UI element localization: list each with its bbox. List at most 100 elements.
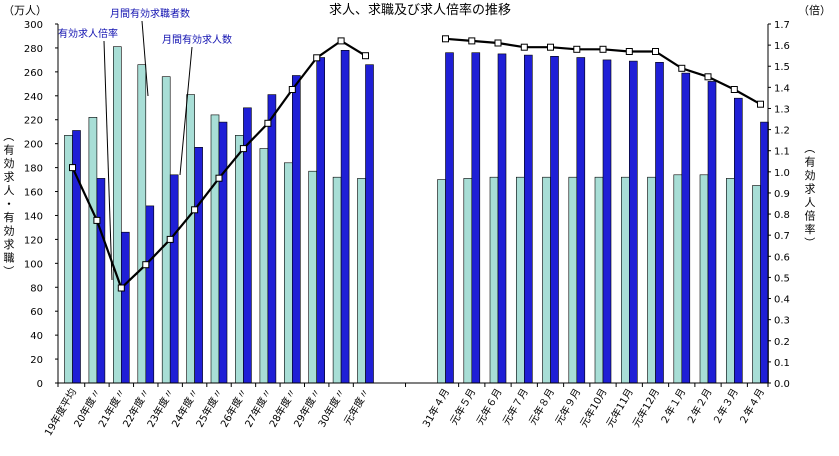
y-tick-label: 20: [30, 355, 43, 366]
ratio-point-15: [494, 39, 502, 47]
job-seekers-bar-15: [489, 176, 499, 384]
x-tick-label: ２年３月: [710, 386, 741, 427]
y-tick-label: 100: [24, 259, 43, 270]
y2-tick-label: 1.6: [774, 41, 790, 52]
job-seekers-bar-16: [515, 176, 525, 384]
job-openings-bar-15: [497, 53, 507, 384]
job-openings-bar-11: [340, 49, 350, 384]
x-tick-label: ２年４月: [736, 386, 767, 427]
y2-tick-label: 0.7: [774, 231, 790, 242]
y-tick-label: 160: [24, 188, 43, 199]
job-seekers-bar-23: [699, 174, 709, 384]
x-tick-label: 19年度平均: [41, 386, 79, 438]
ratio-point-11: [337, 37, 345, 45]
job-seekers-bar-6: [210, 114, 220, 384]
annotation-leader-0: [103, 40, 113, 281]
y2-tick-label: 0.5: [774, 273, 790, 284]
x-tick-label: ２年２月: [683, 386, 714, 427]
ratio-point-20: [625, 48, 633, 55]
y2-tick-label: 0.0: [774, 379, 790, 390]
ratio-point-18: [573, 45, 581, 53]
ratio-point-21: [652, 48, 659, 55]
job-openings-bar-13: [445, 52, 454, 384]
job-seekers-bar-21: [647, 176, 656, 384]
y-axis-title-char: 有: [4, 143, 15, 157]
job-seekers-bar-24: [725, 178, 735, 384]
job-openings-bar-17: [550, 55, 559, 384]
job-seekers-bar-1: [88, 117, 98, 384]
y2-tick-label: 0.4: [774, 295, 790, 306]
ratio-point-0: [69, 164, 76, 172]
y-axis-title-char: 効: [4, 156, 15, 170]
y-axis-title-char: （: [2, 131, 15, 142]
x-tick-label: 元年５月: [447, 386, 478, 427]
y-axis-title-char: ）: [2, 266, 15, 277]
y2-tick-label: 1.4: [774, 83, 790, 94]
axes-group: [55, 23, 771, 387]
y2-tick-label: 0.6: [774, 252, 790, 263]
annotation-label-2: 月間有効求人数: [162, 33, 232, 46]
ratio-point-14: [468, 37, 476, 45]
job-openings-bar-24: [733, 97, 743, 384]
job-openings-bar-5: [194, 147, 203, 384]
annotation-leader-1: [141, 20, 149, 97]
ratio-line-group: [69, 35, 764, 292]
job-seekers-bar-20: [620, 176, 630, 384]
ratio-point-22: [678, 64, 686, 72]
job-openings-bar-12: [365, 64, 374, 384]
y-axis-title-char: 職: [4, 252, 15, 265]
y2-tick-label: 1.0: [774, 168, 790, 179]
y-axis-title-char: 求: [4, 171, 15, 184]
y2-axis-title-char: 効: [805, 168, 816, 182]
job-openings-bar-6: [218, 121, 228, 384]
ratio-point-1: [93, 216, 101, 224]
y-tick-label: 120: [24, 235, 43, 246]
ratio-point-4: [166, 235, 174, 243]
job-openings-bar-16: [523, 54, 533, 384]
y-axis-title-char: 求: [4, 238, 15, 251]
job-seekers-bar-22: [673, 174, 683, 384]
y2-axis-title-char: ）: [803, 237, 816, 248]
y2-tick-label: 0.1: [774, 358, 790, 369]
x-tick-label: 元年９月: [552, 386, 583, 427]
job-seekers-bar-17: [542, 176, 551, 384]
job-seekers-bar-13: [437, 179, 446, 384]
y-tick-label: 0: [37, 379, 43, 390]
ratio-point-8: [264, 119, 272, 127]
ratio-point-12: [362, 52, 369, 60]
ratio-point-6: [215, 174, 223, 182]
ratio-point-19: [599, 45, 607, 53]
x-tick-label: 元年８月: [526, 386, 557, 427]
x-tick-label: 元年６月: [473, 386, 504, 427]
y-tick-label: 200: [24, 140, 43, 151]
job-openings-bar-3: [145, 205, 155, 384]
job-seekers-bar-4: [161, 76, 171, 384]
job-seekers-bar-19: [594, 176, 604, 384]
y-tick-label: 300: [24, 20, 43, 31]
y-tick-label: 180: [24, 164, 43, 175]
job-openings-bar-22: [681, 72, 691, 384]
ratio-point-16: [520, 43, 528, 51]
annotation-label-1: 月間有効求職者数: [110, 7, 190, 20]
y2-tick-label: 1.2: [774, 126, 790, 137]
job-seekers-bar-12: [357, 178, 366, 384]
job-seekers-bar-18: [568, 176, 578, 384]
y-axis-title-char: ・: [4, 198, 15, 211]
ratio-point-23: [704, 73, 712, 81]
ratio-point-9: [288, 86, 296, 93]
y-axis-title-char: 人: [4, 184, 15, 197]
job-openings-bar-19: [602, 59, 612, 384]
ratio-point-2: [117, 284, 125, 292]
job-seekers-bar-8: [259, 148, 269, 384]
y-axis-title-char: 有: [4, 210, 15, 224]
ratio-point-10: [313, 54, 321, 62]
y-tick-label: 140: [24, 211, 43, 222]
y-tick-label: 240: [24, 92, 43, 103]
y2-tick-label: 0.3: [774, 316, 790, 327]
job-openings-bar-14: [471, 52, 481, 384]
y2-axis-title-char: 倍: [805, 209, 816, 223]
right-unit-label: （倍）: [798, 3, 831, 17]
job-seekers-bar-2: [113, 46, 122, 384]
job-openings-bar-20: [628, 60, 638, 384]
